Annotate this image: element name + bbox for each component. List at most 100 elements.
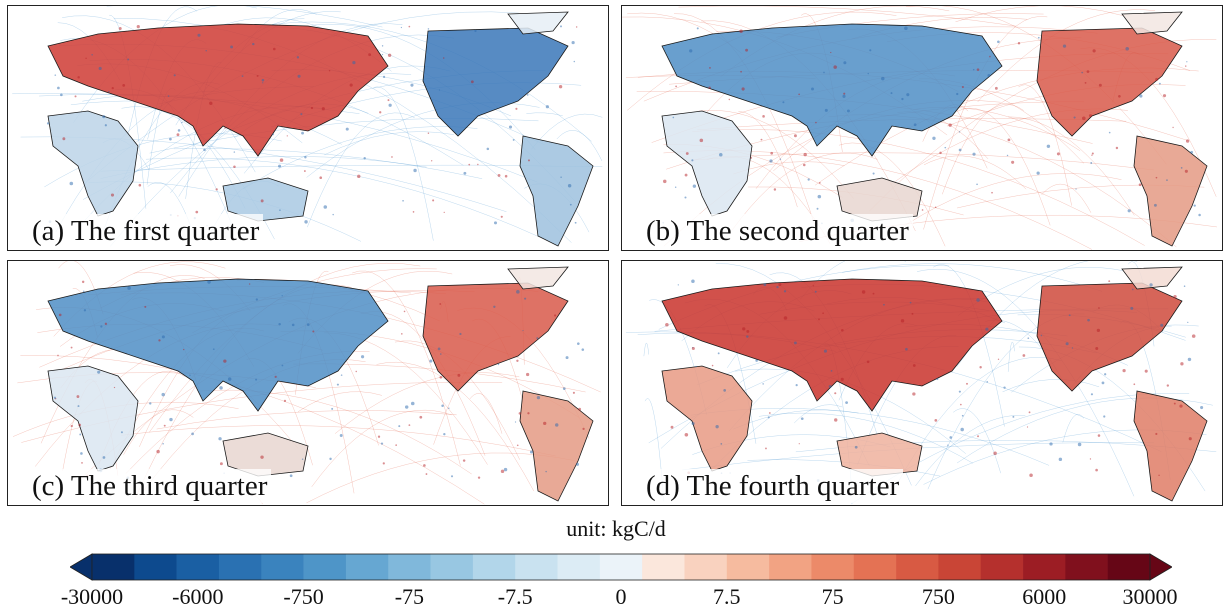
emission-dot <box>985 327 989 331</box>
continent-australia <box>222 432 309 477</box>
colorbar-swatch <box>472 554 516 580</box>
emission-dot <box>807 178 810 181</box>
emission-dot <box>562 387 566 391</box>
emission-dot <box>817 194 822 199</box>
emission-dot <box>913 123 917 127</box>
emission-dot <box>815 121 817 124</box>
emission-dot <box>207 280 211 284</box>
emission-dot <box>273 47 276 51</box>
emission-dot <box>304 220 308 224</box>
emission-dot <box>118 27 122 31</box>
emission-dot <box>189 374 191 376</box>
emission-dot <box>691 279 695 284</box>
emission-dot <box>1084 81 1087 84</box>
emission-dot <box>158 339 161 342</box>
emission-dot <box>1158 82 1161 85</box>
flight-route <box>106 6 383 28</box>
emission-dot <box>127 286 131 290</box>
emission-dot <box>1108 280 1111 283</box>
continent-namerica <box>422 27 569 137</box>
emission-dot <box>1098 83 1102 87</box>
emission-dot <box>1188 437 1192 441</box>
emission-dot <box>872 172 875 175</box>
emission-dot <box>439 353 442 355</box>
emission-dot <box>518 412 522 415</box>
emission-dot <box>191 432 194 436</box>
emission-dot <box>976 298 980 302</box>
emission-dot <box>57 354 59 357</box>
emission-dot <box>828 384 832 388</box>
emission-dot <box>1125 46 1129 51</box>
emission-dot <box>1155 77 1159 81</box>
continent-greenland <box>1121 11 1183 35</box>
emission-dot <box>104 322 108 325</box>
emission-dot <box>723 389 727 392</box>
emission-dot <box>379 111 382 114</box>
emission-dot <box>78 423 82 427</box>
emission-dot <box>905 347 908 351</box>
emission-dot <box>783 290 787 293</box>
colorbar-swatch <box>134 554 177 580</box>
emission-dot <box>438 89 441 91</box>
emission-dot <box>779 158 782 160</box>
emission-dot <box>769 159 773 163</box>
flight-route <box>306 102 540 178</box>
colorbar-swatch <box>980 554 1024 580</box>
emission-dot <box>740 70 742 73</box>
emission-dot <box>1180 167 1183 169</box>
emission-dot <box>709 66 711 69</box>
emission-dot <box>558 85 563 89</box>
emission-dot <box>195 210 199 214</box>
emission-dot <box>1095 468 1098 472</box>
emission-dot <box>675 85 678 88</box>
emission-dot <box>427 28 430 30</box>
flight-route <box>731 152 878 231</box>
flight-route <box>1002 379 1100 393</box>
emission-dot <box>169 137 172 141</box>
emission-dot <box>699 138 704 143</box>
emission-dot <box>883 303 885 306</box>
emission-dot <box>663 179 667 184</box>
emission-dot <box>283 399 287 402</box>
flight-route <box>373 86 434 241</box>
emission-dot <box>906 93 910 97</box>
emission-dot <box>1098 307 1100 309</box>
emission-dot <box>846 109 850 113</box>
emission-dot <box>672 116 675 119</box>
emission-dot <box>233 165 236 169</box>
emission-dot <box>403 310 406 313</box>
emission-dot <box>241 75 244 78</box>
emission-dot <box>514 421 517 423</box>
flight-route <box>1041 184 1092 213</box>
emission-dot <box>272 133 275 136</box>
colorbar-tick-label: 30000 <box>1122 584 1178 609</box>
colorbar-tick-label: -75 <box>394 584 425 609</box>
colorbar-swatch <box>515 554 558 580</box>
panel-title: (c) The third quarter <box>28 469 272 503</box>
emission-dot <box>69 181 74 186</box>
flight-route <box>956 107 1051 226</box>
emission-dot <box>1049 442 1053 446</box>
emission-dot <box>486 147 490 151</box>
emission-dot <box>427 132 430 134</box>
emission-dot <box>1172 126 1174 129</box>
emission-dot <box>684 173 688 177</box>
emission-dot <box>949 436 953 439</box>
emission-dot <box>812 285 815 287</box>
emission-dot <box>368 53 372 57</box>
emission-dot <box>526 372 530 377</box>
colorbar-tick-label: -7.5 <box>497 584 533 609</box>
emission-dot <box>111 87 114 90</box>
emission-dot <box>429 359 433 363</box>
emission-dot <box>843 61 847 65</box>
emission-dot <box>1006 154 1009 157</box>
colorbar <box>69 552 1173 582</box>
emission-dot <box>989 55 991 58</box>
emission-dot <box>355 370 357 373</box>
emission-dot <box>711 364 714 367</box>
emission-dot <box>692 184 697 188</box>
colorbar-swatch <box>430 554 474 580</box>
emission-dot <box>991 191 993 194</box>
emission-dot <box>76 395 80 398</box>
emission-dot <box>936 377 939 381</box>
